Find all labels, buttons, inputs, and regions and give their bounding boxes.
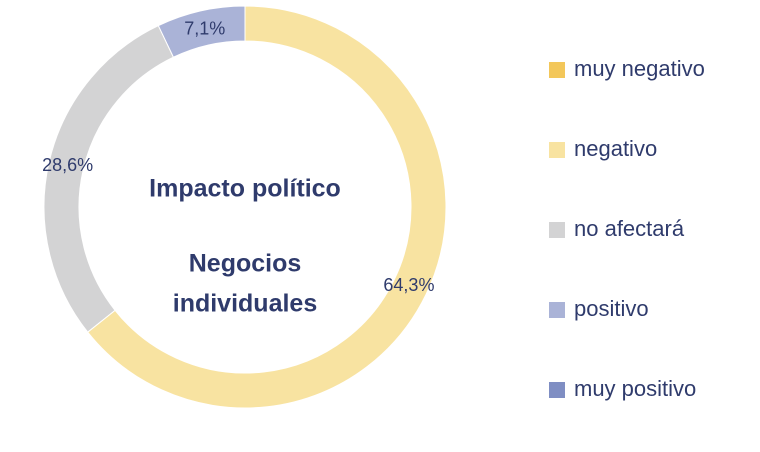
legend-swatch [549,142,565,158]
chart-subtitle: individuales [173,290,317,318]
legend-swatch [549,382,565,398]
legend-label: no afectará [574,216,685,241]
chart-subtitle: Negocios [189,250,302,278]
data-label: 28,6% [42,155,93,175]
legend-label: positivo [574,296,649,321]
chart-title: Impacto político [149,175,341,203]
legend-swatch [549,62,565,78]
legend-swatch [549,302,565,318]
donut-segment [87,5,447,409]
legend-label: muy positivo [574,376,696,401]
legend-label: negativo [574,136,657,161]
legend-swatch [549,222,565,238]
donut-segment [43,25,175,333]
data-label: 7,1% [184,18,225,38]
data-label: 64,3% [383,275,434,295]
legend-label: muy negativo [574,56,705,81]
